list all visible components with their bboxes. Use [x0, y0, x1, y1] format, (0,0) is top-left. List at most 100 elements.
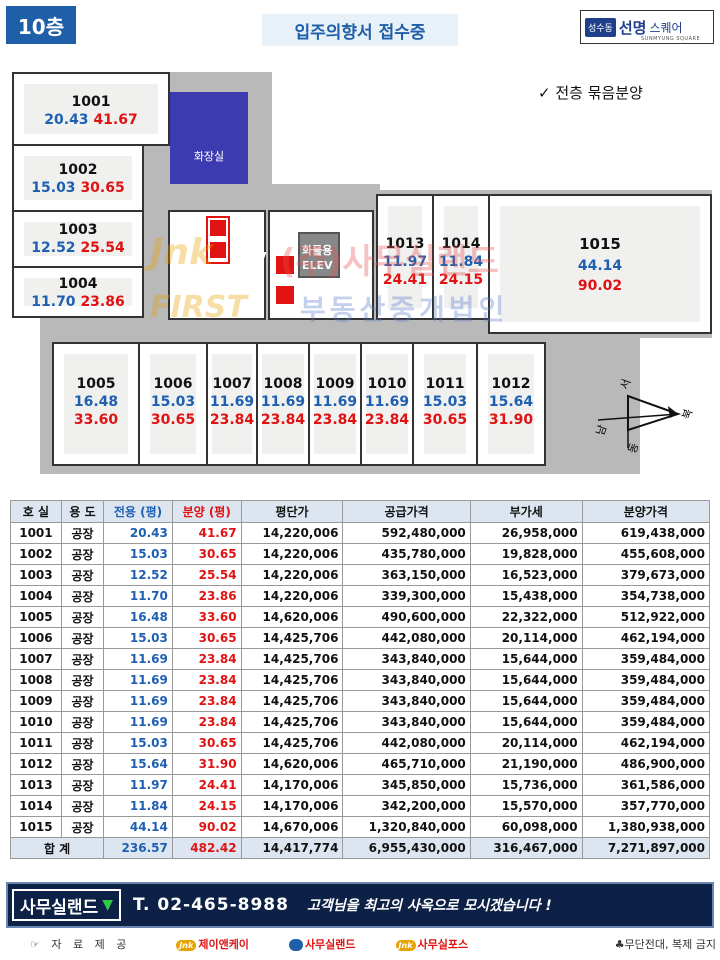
table-cell: 343,840,000 [342, 711, 471, 733]
phone-number[interactable]: T. 02-465-8988 [132, 895, 289, 915]
table-cell: 1010 [10, 711, 62, 733]
col-sale-area: 분양 (평) [171, 500, 242, 523]
freight-elev-label-2: ELEV [302, 259, 333, 272]
total-exclusive: 236.57 [103, 837, 173, 859]
table-cell: 공장 [60, 690, 105, 712]
unit-1009: 1009 11.69 23.84 [308, 342, 362, 466]
table-cell: 343,840,000 [342, 690, 471, 712]
table-cell: 23.84 [171, 711, 242, 733]
table-cell: 공장 [60, 585, 105, 607]
credits: ☞ 자 료 제 공 Jnk 제이앤케이 사무실랜드 Jnk 사무실포스 ♣무단전대,… [30, 936, 720, 952]
table-cell: 619,438,000 [581, 522, 711, 544]
table-cell: 14,220,006 [240, 522, 344, 544]
table-cell: 379,673,000 [581, 564, 711, 586]
table-header-row: 호 실 용 도 전용 (평) 분양 (평) 평단가 공급가격 부가세 분양가격 [10, 500, 711, 523]
table-cell: 25.54 [171, 564, 242, 586]
table-cell: 1009 [10, 690, 62, 712]
table-cell: 공장 [60, 522, 105, 544]
table-cell: 592,480,000 [342, 522, 471, 544]
table-total-row: 합 계 236.57 482.42 14,417,774 6,955,430,0… [9, 837, 711, 859]
table-row: 1007 공장 11.69 23.84 14,425,706 343,840,000 15,… [10, 648, 711, 670]
freight-elev-label-1: 화물용 [302, 244, 333, 257]
table-cell: 11.84 [103, 795, 173, 817]
table-row: 1014 공장 11.84 24.15 14,170,006 342,200,000 15,… [10, 795, 711, 817]
table-cell: 16,523,000 [469, 564, 583, 586]
table-cell: 21,190,000 [469, 753, 583, 775]
unit-1011: 1011 15.03 30.65 [412, 342, 478, 466]
jnk-logo-icon: Jnk [176, 940, 197, 951]
table-cell: 1002 [10, 543, 62, 565]
table-cell: 공장 [60, 753, 105, 775]
table-cell: 359,484,000 [581, 690, 711, 712]
table-cell: 359,484,000 [581, 648, 711, 670]
table-cell: 공장 [60, 543, 105, 565]
table-cell: 30.65 [171, 732, 242, 754]
table-cell: 22,322,000 [469, 606, 583, 628]
table-cell: 24.15 [171, 795, 242, 817]
table-cell: 16.48 [103, 606, 173, 628]
table-cell: 359,484,000 [581, 669, 711, 691]
table-cell: 14,220,006 [240, 543, 344, 565]
table-cell: 19,828,000 [469, 543, 583, 565]
bulk-sale-note: ✓ 전층 묶음분양 [538, 84, 643, 102]
table-cell: 490,600,000 [342, 606, 471, 628]
brand-name: 선명 [618, 18, 647, 37]
credit-jnk: Jnk 제이앤케이 [176, 936, 249, 952]
unit-1007: 1007 11.69 23.84 [206, 342, 258, 466]
table-row: 1003 공장 12.52 25.54 14,220,006 363,150,000 16,… [10, 564, 711, 586]
table-cell: 공장 [60, 627, 105, 649]
total-unit-price: 14,417,774 [240, 837, 344, 859]
total-price: 7,271,897,000 [581, 837, 711, 859]
table-cell: 11.70 [103, 585, 173, 607]
table-cell: 33.60 [171, 606, 242, 628]
unit-1015: 1015 44.14 90.02 [488, 194, 712, 334]
table-cell: 공장 [60, 774, 105, 796]
elev-label: ELEV [236, 250, 267, 263]
table-cell: 공장 [60, 795, 105, 817]
table-cell: 23.84 [171, 690, 242, 712]
footer-brand: 사무실랜드 ▼ [12, 889, 121, 921]
table-cell: 1005 [10, 606, 62, 628]
table-cell: 44.14 [103, 816, 173, 838]
notice-banner: 입주의향서 접수중 [262, 14, 458, 46]
table-cell: 1001 [10, 522, 62, 544]
table-cell: 23.84 [171, 648, 242, 670]
table-cell: 465,710,000 [342, 753, 471, 775]
table-cell: 공장 [60, 816, 105, 838]
table-cell: 공장 [60, 732, 105, 754]
table-cell: 14,220,006 [240, 585, 344, 607]
jnk-logo-icon: Jnk [395, 940, 416, 951]
restroom: 화장실 [170, 92, 248, 184]
unit-1008: 1008 11.69 23.84 [256, 342, 310, 466]
source-label: ☞ 자 료 제 공 [30, 938, 131, 951]
credit-officeland: 사무실랜드 [288, 936, 356, 952]
unit-1010: 1010 11.69 23.84 [360, 342, 414, 466]
table-cell: 1014 [10, 795, 62, 817]
table-cell: 14,170,006 [240, 795, 344, 817]
table-row: 1015 공장 44.14 90.02 14,670,006 1,320,840,000 6… [10, 816, 711, 838]
table-cell: 361,586,000 [581, 774, 711, 796]
floor-plan: 1001 20.43 41.67 1002 15.03 30.65 1003 1… [0, 66, 720, 476]
table-cell: 345,850,000 [342, 774, 471, 796]
table-cell: 15.64 [103, 753, 173, 775]
table-cell: 14,425,706 [240, 669, 344, 691]
unit-1014: 1014 11.84 24.15 [432, 194, 490, 320]
table-cell: 1013 [10, 774, 62, 796]
table-row: 1008 공장 11.69 23.84 14,425,706 343,840,000 15,… [10, 669, 711, 691]
officeland-logo-icon [288, 939, 303, 951]
table-cell: 357,770,000 [581, 795, 711, 817]
table-cell: 15.03 [103, 732, 173, 754]
table-cell: 512,922,000 [581, 606, 711, 628]
table-cell: 14,425,706 [240, 711, 344, 733]
table-cell: 1006 [10, 627, 62, 649]
col-use: 용 도 [60, 500, 105, 523]
table-cell: 1007 [10, 648, 62, 670]
col-supply-price: 공급가격 [342, 500, 471, 523]
brand-sub: SUNMYUNG SQUARE [641, 36, 701, 42]
table-cell: 342,200,000 [342, 795, 471, 817]
table-cell: 31.90 [171, 753, 242, 775]
table-cell: 14,425,706 [240, 648, 344, 670]
table-row: 1010 공장 11.69 23.84 14,425,706 343,840,000 15,… [10, 711, 711, 733]
unit-1006: 1006 15.03 30.65 [138, 342, 208, 466]
table-cell: 20,114,000 [469, 732, 583, 754]
